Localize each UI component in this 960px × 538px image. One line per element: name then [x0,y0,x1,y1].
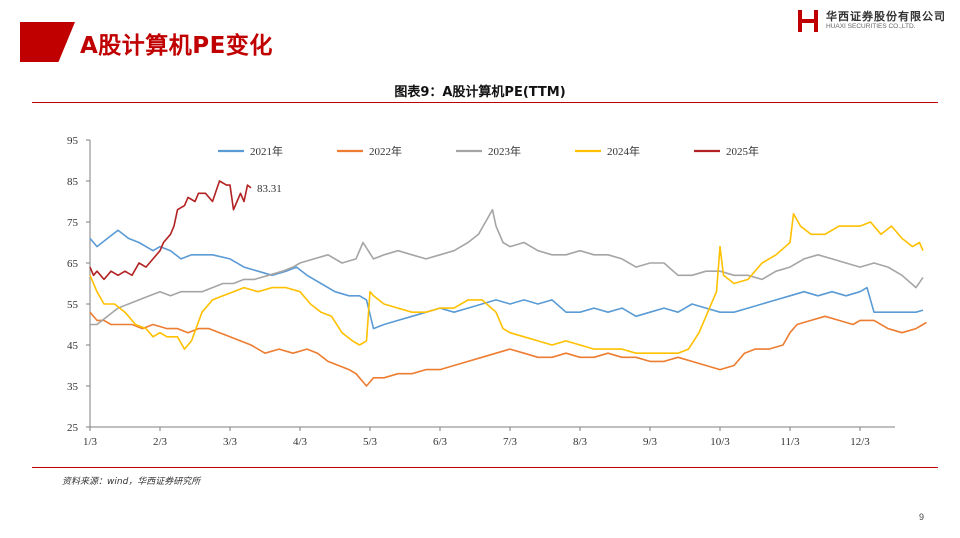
y-tick-label: 45 [67,340,79,352]
logo-english-name: HUAXI SECURITIES CO.,LTD. [826,23,916,31]
x-tick-label: 10/3 [710,436,730,448]
legend-label: 2022年 [369,144,402,158]
company-logo: 华西证券股份有限公司 HUAXI SECURITIES CO.,LTD. [796,6,946,36]
bottom-divider [32,467,938,468]
x-tick-label: 9/3 [643,436,658,448]
x-tick-label: 12/3 [850,436,870,448]
legend-label: 2024年 [607,144,640,158]
x-tick-label: 1/3 [83,436,98,448]
legend-label: 2023年 [488,144,521,158]
page-title: A股计算机PE变化 [80,33,273,59]
x-tick-label: 4/3 [293,436,308,448]
y-tick-label: 35 [67,381,79,393]
x-tick-label: 3/3 [223,436,238,448]
legend-label: 2021年 [250,144,283,158]
top-divider [32,102,938,103]
chart-title: 图表9：A股计算机PE(TTM) [394,85,566,100]
series-line-2021年 [89,229,924,330]
x-tick-label: 6/3 [433,436,448,448]
series-line-2023年 [90,208,924,326]
page-number: 9 [918,512,924,522]
x-tick-label: 7/3 [503,436,518,448]
series-line-2025年 [89,180,252,281]
logo-chinese-name: 华西证券股份有限公司 [826,10,946,24]
legend-label: 2025年 [726,144,759,158]
series-line-2022年 [89,311,927,387]
y-tick-label: 85 [67,176,79,188]
value-annotation: 83.31 [257,183,282,195]
huaxi-logo-icon [798,10,818,32]
data-source: 资料来源：wind，华西证券研究所 [62,477,201,487]
y-tick-label: 65 [67,258,79,270]
x-tick-label: 2/3 [153,436,168,448]
x-tick-label: 5/3 [363,436,378,448]
x-tick-label: 11/3 [780,436,800,448]
y-tick-label: 95 [67,135,79,147]
y-tick-label: 25 [67,422,79,434]
y-tick-label: 75 [67,217,79,229]
y-tick-label: 55 [67,299,79,311]
series-line-2024年 [89,213,924,354]
x-tick-label: 8/3 [573,436,588,448]
